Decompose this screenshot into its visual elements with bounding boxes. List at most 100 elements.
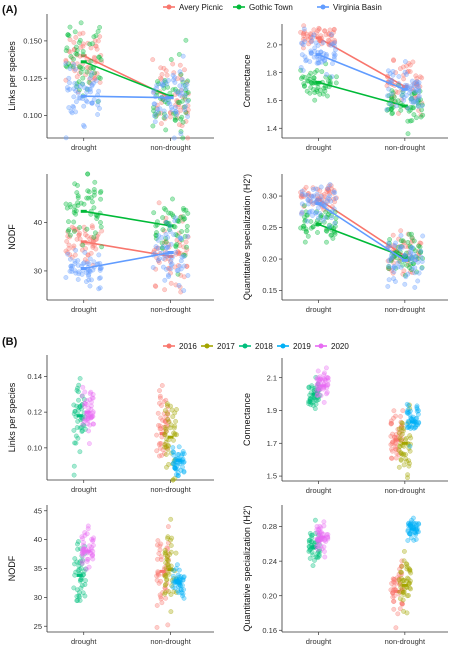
data-point — [82, 389, 88, 395]
data-point — [163, 231, 169, 237]
data-point — [420, 112, 426, 118]
data-point — [299, 209, 305, 215]
data-point — [412, 89, 418, 94]
data-point — [71, 402, 77, 408]
data-point — [396, 236, 401, 242]
data-point — [65, 233, 71, 239]
data-point — [173, 117, 178, 123]
data-point — [388, 91, 394, 97]
data-point — [310, 35, 315, 40]
data-point — [170, 414, 176, 419]
data-point — [317, 91, 323, 97]
data-point — [406, 403, 411, 408]
data-point — [72, 261, 78, 266]
y-tick-label: 1.4 — [267, 124, 277, 133]
data-point — [317, 374, 323, 380]
data-point — [325, 185, 331, 191]
data-point — [68, 256, 73, 262]
data-point — [78, 20, 84, 26]
data-point — [386, 258, 392, 263]
data-point — [323, 52, 329, 57]
data-point — [75, 258, 81, 263]
y-axis-label: Connectance — [242, 393, 252, 446]
data-point — [65, 251, 71, 257]
data-point — [401, 589, 407, 595]
data-point — [389, 252, 394, 258]
data-point — [418, 254, 424, 260]
legend-item-b-3: 2019 — [277, 342, 311, 351]
data-point — [178, 72, 184, 77]
data-point — [65, 85, 70, 91]
data-point — [172, 410, 178, 416]
data-point — [157, 388, 162, 393]
data-point — [409, 78, 415, 84]
data-point — [96, 75, 102, 81]
data-point — [91, 187, 97, 192]
data-point — [175, 91, 181, 96]
mean-marker — [76, 573, 83, 577]
data-point — [298, 30, 303, 35]
mean-marker — [409, 527, 416, 531]
series-4 — [79, 523, 97, 572]
data-point — [71, 472, 77, 478]
data-point — [74, 48, 80, 53]
data-point — [389, 441, 395, 446]
data-point — [185, 233, 191, 239]
data-point — [393, 455, 399, 461]
mean-marker — [84, 410, 91, 414]
data-point — [409, 245, 415, 250]
data-point — [416, 80, 422, 86]
data-point — [398, 576, 404, 581]
data-point — [172, 431, 178, 437]
data-point — [88, 195, 94, 201]
series-line — [318, 53, 406, 91]
data-point — [314, 30, 319, 36]
data-point — [321, 549, 327, 554]
data-point — [163, 239, 169, 245]
data-point — [96, 275, 102, 281]
x-tick-label: drought — [71, 637, 97, 646]
legend-label: 2018 — [255, 342, 273, 351]
data-point — [407, 448, 413, 454]
data-point — [415, 278, 421, 284]
data-point — [74, 425, 80, 430]
data-point — [73, 66, 78, 72]
legend-item-b-4: 2020 — [315, 342, 349, 351]
data-point — [156, 233, 162, 239]
data-point — [157, 592, 163, 598]
data-point — [331, 206, 337, 212]
data-point — [67, 37, 73, 42]
data-point — [171, 232, 177, 238]
data-point — [183, 119, 189, 124]
data-point — [332, 220, 338, 226]
data-point — [173, 472, 179, 477]
data-point — [173, 244, 179, 250]
mean-marker — [409, 420, 416, 424]
data-point — [324, 239, 329, 245]
data-point — [333, 80, 339, 86]
data-point — [163, 560, 169, 566]
x-tick-label: non-drought — [385, 486, 426, 495]
data-point — [87, 422, 93, 428]
data-point — [404, 610, 410, 616]
data-point — [401, 426, 407, 431]
data-point — [76, 397, 81, 403]
mean-marker — [311, 392, 318, 396]
data-point — [409, 118, 415, 124]
data-point — [98, 224, 104, 230]
data-point — [408, 586, 413, 592]
data-point — [390, 72, 396, 78]
mean-marker — [167, 96, 174, 100]
data-point — [398, 569, 404, 575]
x-tick-label: non-drought — [150, 143, 191, 152]
data-point — [396, 74, 402, 79]
data-point — [386, 86, 392, 92]
data-point — [321, 519, 327, 525]
data-point — [165, 272, 171, 278]
data-point — [306, 384, 312, 390]
mean-marker — [175, 458, 182, 462]
data-point — [153, 266, 159, 272]
mean-marker — [393, 438, 400, 442]
data-point — [63, 77, 69, 83]
data-point — [398, 233, 404, 238]
